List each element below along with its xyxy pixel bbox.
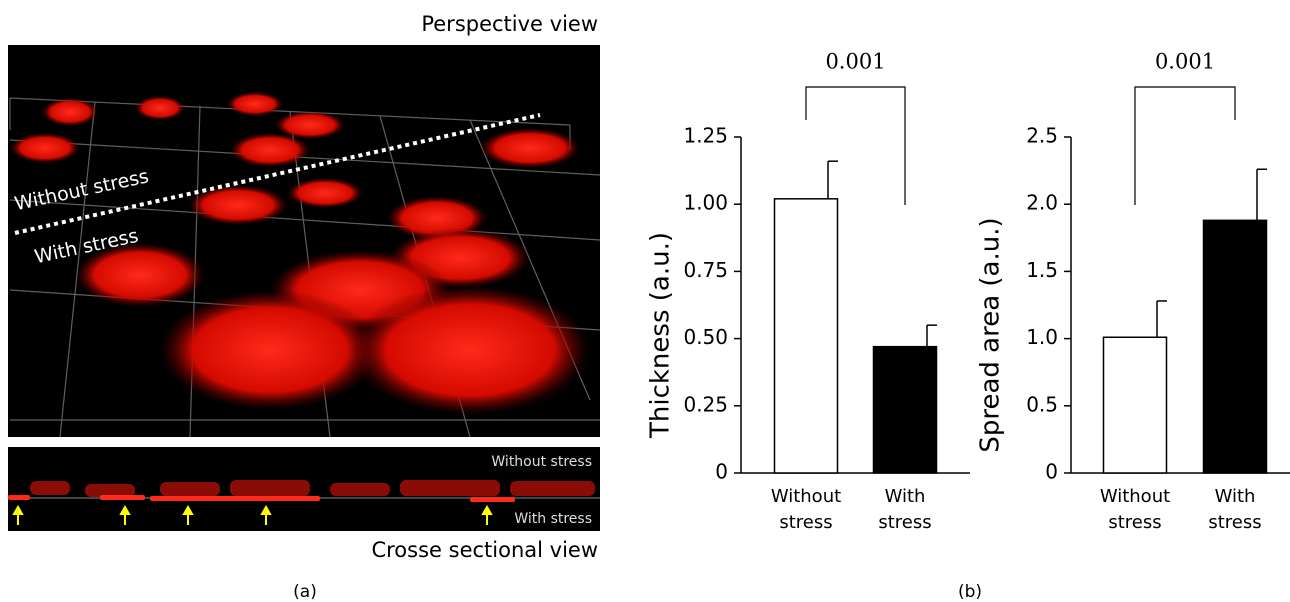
bar [874, 347, 937, 473]
y-tick-label: 1.25 [683, 124, 728, 148]
y-tick-label: 0.50 [683, 325, 728, 349]
bar [1104, 337, 1167, 473]
panel-label: (a) [293, 582, 317, 602]
bar [775, 199, 838, 473]
significance-label: 0.001 [1155, 50, 1215, 74]
y-axis-label: Thickness (a.u.) [646, 232, 676, 439]
section-label: With stress [514, 511, 592, 527]
y-tick-label: 0 [1045, 460, 1058, 484]
y-tick-label: 0.5 [1026, 392, 1058, 416]
section-label: Without stress [491, 454, 592, 470]
panel-label: (b) [958, 582, 982, 602]
y-tick-label: 0 [715, 460, 728, 484]
bar [1204, 220, 1267, 473]
y-tick-label: 2.0 [1026, 191, 1058, 215]
section-title: Crosse sectional view [371, 538, 598, 562]
significance-bracket [806, 87, 905, 205]
y-axis-label: Spread area (a.u.) [976, 217, 1006, 452]
figure: Perspective view Without stress With str… [0, 0, 1290, 602]
significance-label: 0.001 [825, 50, 885, 74]
y-tick-label: 1.0 [1026, 325, 1058, 349]
y-tick-label: 0.25 [683, 392, 728, 416]
perspective-title: Perspective view [421, 12, 598, 36]
y-tick-label: 0.75 [683, 258, 728, 282]
y-tick-label: 2.5 [1026, 124, 1058, 148]
y-tick-label: 1.5 [1026, 258, 1058, 282]
significance-bracket [1135, 87, 1235, 205]
y-tick-label: 1.00 [683, 191, 728, 215]
